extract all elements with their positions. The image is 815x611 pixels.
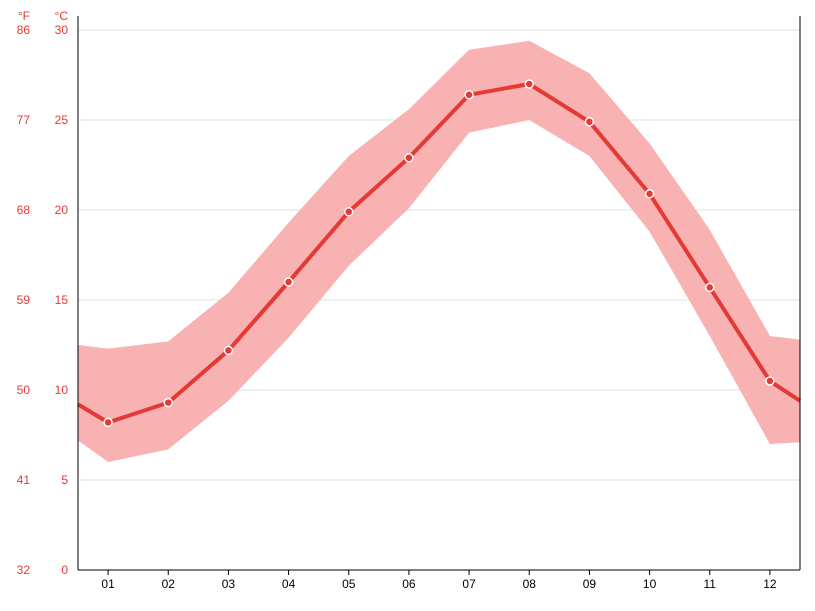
data-point bbox=[164, 399, 172, 407]
temperature-range-band bbox=[78, 41, 800, 462]
unit-fahrenheit: °F bbox=[18, 9, 30, 23]
x-tick-label: 09 bbox=[583, 577, 597, 591]
data-point bbox=[525, 80, 533, 88]
y-tick-celsius: 25 bbox=[55, 113, 69, 127]
temperature-chart: 0 32 5 41 10 50 15 59 20 68 25 77 30 86°F °C 01 02 03 04 05… bbox=[0, 0, 815, 611]
y-tick-fahrenheit: 68 bbox=[17, 203, 31, 217]
x-tick-label: 01 bbox=[101, 577, 115, 591]
data-point bbox=[706, 283, 714, 291]
y-tick-celsius: 30 bbox=[55, 23, 69, 37]
x-tick-label: 05 bbox=[342, 577, 356, 591]
x-tick-label: 12 bbox=[763, 577, 777, 591]
data-point bbox=[405, 154, 413, 162]
x-tick-label: 02 bbox=[162, 577, 176, 591]
y-tick-fahrenheit: 50 bbox=[17, 383, 31, 397]
x-tick-label: 10 bbox=[643, 577, 657, 591]
unit-celsius: °C bbox=[55, 9, 69, 23]
y-tick-fahrenheit: 86 bbox=[17, 23, 31, 37]
data-point bbox=[766, 377, 774, 385]
chart-svg: 0 32 5 41 10 50 15 59 20 68 25 77 30 86°F °C 01 02 03 04 05… bbox=[0, 0, 815, 611]
data-point bbox=[285, 278, 293, 286]
data-point bbox=[104, 418, 112, 426]
data-point bbox=[646, 190, 654, 198]
y-tick-celsius: 20 bbox=[55, 203, 69, 217]
y-tick-fahrenheit: 59 bbox=[17, 293, 31, 307]
data-point bbox=[465, 91, 473, 99]
data-point bbox=[345, 208, 353, 216]
y-tick-celsius: 5 bbox=[61, 473, 68, 487]
x-tick-label: 06 bbox=[402, 577, 416, 591]
y-tick-celsius: 15 bbox=[55, 293, 69, 307]
x-tick-label: 04 bbox=[282, 577, 296, 591]
x-tick-label: 11 bbox=[704, 577, 717, 591]
y-tick-fahrenheit: 41 bbox=[17, 473, 31, 487]
x-tick-label: 07 bbox=[462, 577, 476, 591]
data-point bbox=[585, 118, 593, 126]
x-tick-label: 08 bbox=[523, 577, 537, 591]
data-point bbox=[224, 346, 232, 354]
x-tick-label: 03 bbox=[222, 577, 236, 591]
y-tick-fahrenheit: 77 bbox=[17, 113, 31, 127]
y-tick-celsius: 0 bbox=[61, 563, 68, 577]
y-tick-fahrenheit: 32 bbox=[17, 563, 31, 577]
y-tick-celsius: 10 bbox=[55, 383, 69, 397]
